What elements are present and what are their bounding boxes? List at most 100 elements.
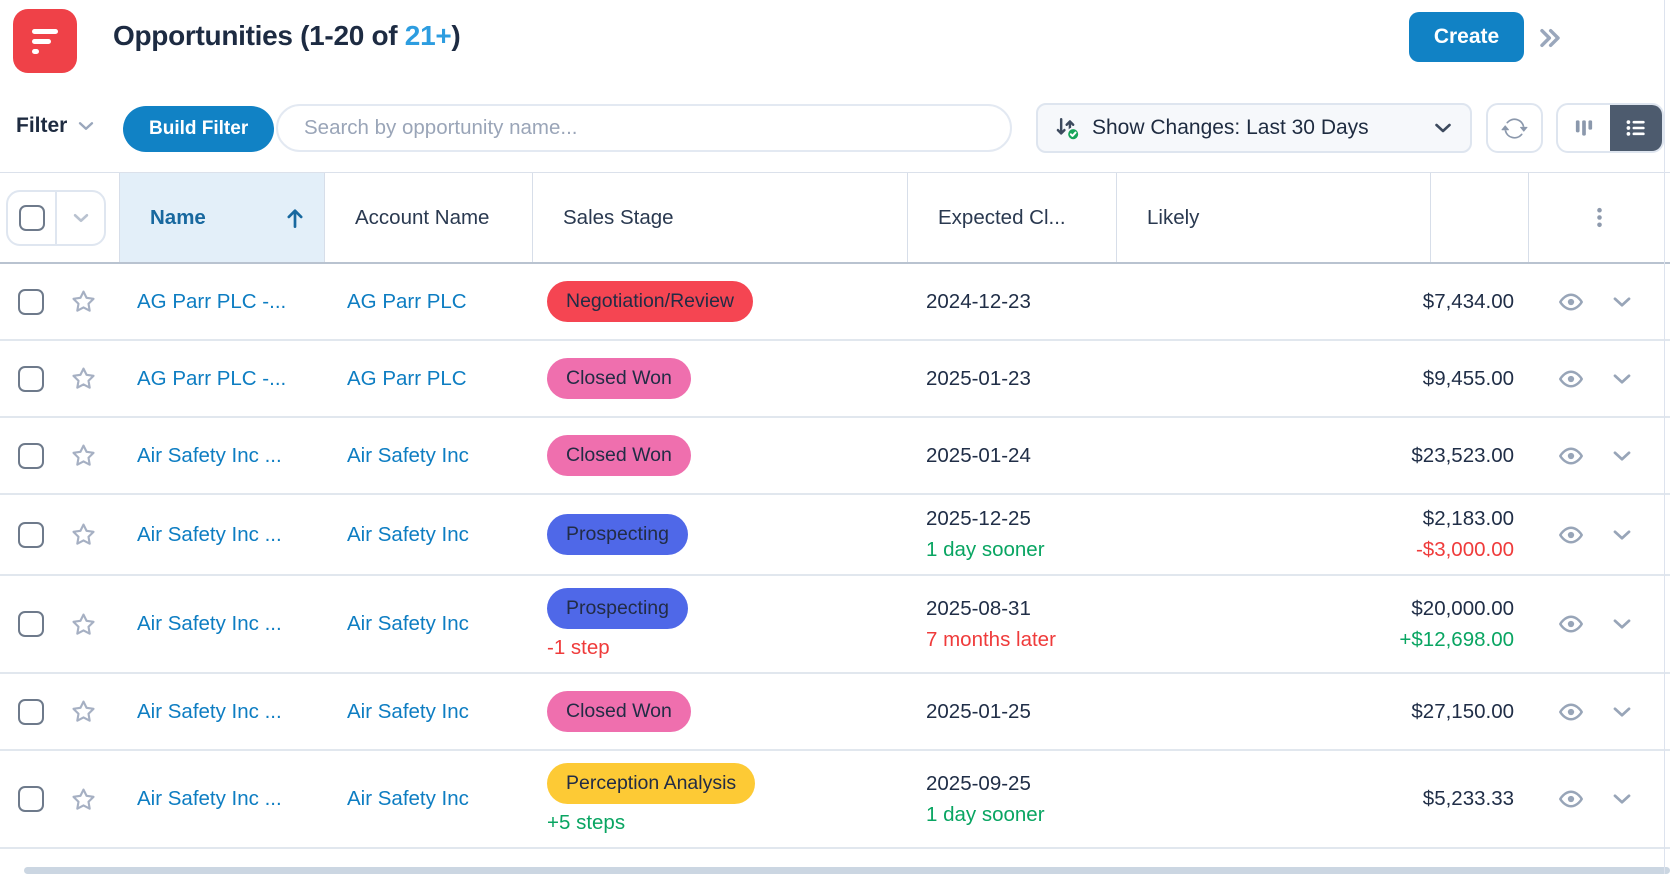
sales-stage-badge: Perception Analysis (547, 763, 756, 804)
table-row: Air Safety Inc ... Air Safety Inc Percep… (0, 751, 1670, 849)
row-checkbox[interactable] (18, 611, 44, 637)
chevron-down-icon[interactable] (1609, 289, 1635, 315)
row-checkbox[interactable] (18, 521, 44, 548)
star-icon[interactable] (70, 698, 97, 725)
filter-dropdown[interactable]: Filter (16, 114, 97, 138)
star-icon[interactable] (70, 521, 97, 548)
eye-icon[interactable] (1557, 442, 1585, 470)
row-checkbox[interactable] (18, 786, 44, 812)
opportunity-link[interactable]: AG Parr PLC -... (137, 289, 287, 313)
table-header-row: Name Account Name Sales Stage Expected C… (0, 172, 1670, 264)
star-icon[interactable] (70, 611, 97, 638)
eye-icon[interactable] (1557, 610, 1585, 638)
chevron-down-icon[interactable] (1609, 786, 1635, 812)
select-all-checkbox-wrap (8, 191, 57, 244)
horizontal-scrollbar[interactable] (24, 867, 1670, 874)
show-changes-dropdown[interactable]: Show Changes: Last 30 Days (1036, 103, 1472, 153)
star-icon[interactable] (70, 365, 97, 392)
column-header-likely[interactable]: Likely (1117, 173, 1431, 262)
star-icon[interactable] (70, 786, 97, 813)
sales-stage-badge: Closed Won (547, 435, 691, 476)
eye-icon[interactable] (1557, 288, 1585, 316)
account-name-cell: Air Safety Inc (325, 787, 533, 811)
kanban-view-button[interactable] (1558, 105, 1610, 151)
view-mode-toggle (1556, 103, 1664, 153)
select-menu-toggle[interactable] (57, 192, 104, 244)
sort-changes-icon (1053, 114, 1081, 142)
account-link[interactable]: Air Safety Inc (347, 699, 469, 723)
column-header-expected-close[interactable]: Expected Cl... (908, 173, 1117, 262)
build-filter-button[interactable]: Build Filter (123, 106, 275, 152)
table-row: Air Safety Inc ... Air Safety Inc Closed… (0, 418, 1670, 495)
account-link[interactable]: Air Safety Inc (347, 443, 469, 467)
likely-amount-cell: $9,455.00 (1117, 367, 1529, 391)
expected-close-date: 2025-12-25 (926, 507, 1031, 530)
account-link[interactable]: Air Safety Inc (347, 612, 469, 635)
eye-icon[interactable] (1557, 698, 1585, 726)
record-range: (1-20 of (292, 20, 405, 51)
table-row: AG Parr PLC -... AG Parr PLC Closed Won … (0, 341, 1670, 418)
eye-icon[interactable] (1557, 785, 1585, 813)
opportunity-link[interactable]: Air Safety Inc ... (137, 612, 282, 635)
column-header-sales-stage[interactable]: Sales Stage (533, 173, 908, 262)
app-logo-filter-icon[interactable] (13, 9, 77, 73)
star-icon[interactable] (70, 442, 97, 469)
date-change: 1 day sooner (926, 802, 1045, 826)
row-checkbox[interactable] (18, 288, 44, 315)
opportunity-link[interactable]: Air Safety Inc ... (137, 443, 282, 467)
expected-close-cell: 2024-12-23 (908, 290, 1117, 314)
row-actions-cell (1529, 785, 1670, 813)
chevron-down-icon[interactable] (1609, 366, 1635, 392)
sales-stage-cell: Negotiation/Review (533, 281, 908, 322)
stage-change: +5 steps (547, 811, 626, 834)
sales-stage-badge: Closed Won (547, 358, 691, 399)
likely-amount-cell: $5,233.33 (1117, 787, 1529, 811)
expected-close-cell: 2025-12-25 1 day sooner (908, 507, 1117, 562)
opportunity-link[interactable]: Air Safety Inc ... (137, 699, 282, 723)
account-link[interactable]: Air Safety Inc (347, 787, 469, 810)
row-checkbox[interactable] (18, 442, 44, 469)
row-checkbox[interactable] (18, 365, 44, 392)
sales-stage-cell: Closed Won (533, 358, 908, 399)
row-select-cell (0, 288, 120, 315)
column-header-name[interactable]: Name (120, 173, 325, 262)
chevron-down-icon[interactable] (1609, 443, 1635, 469)
refresh-button[interactable] (1486, 103, 1543, 153)
chevron-down-icon[interactable] (1609, 611, 1635, 637)
expected-close-date: 2024-12-23 (926, 289, 1031, 313)
account-name-cell: Air Safety Inc (325, 700, 533, 724)
account-link[interactable]: AG Parr PLC (347, 289, 467, 313)
table-body: AG Parr PLC -... AG Parr PLC Negotiation… (0, 264, 1670, 849)
column-settings-menu[interactable] (1529, 173, 1670, 262)
row-checkbox[interactable] (18, 698, 44, 725)
expected-close-cell: 2025-01-25 (908, 700, 1117, 724)
double-chevron-right-icon[interactable] (1534, 22, 1566, 54)
search-input[interactable] (276, 104, 1012, 152)
column-header-account-name[interactable]: Account Name (325, 173, 533, 262)
sales-stage-cell: Prospecting (533, 514, 908, 555)
sales-stage-cell: Perception Analysis +5 steps (533, 763, 908, 835)
sales-stage-cell: Prospecting -1 step (533, 588, 908, 660)
row-select-cell (0, 521, 120, 548)
expected-close-date: 2025-01-23 (926, 366, 1031, 390)
opportunity-name-cell: Air Safety Inc ... (120, 700, 325, 724)
likely-amount: $23,523.00 (1411, 443, 1514, 467)
opportunity-link[interactable]: Air Safety Inc ... (137, 522, 282, 546)
chevron-down-icon[interactable] (1609, 699, 1635, 725)
chevron-down-icon[interactable] (1609, 522, 1635, 548)
opportunity-link[interactable]: AG Parr PLC -... (137, 366, 287, 390)
star-icon[interactable] (70, 288, 97, 315)
account-link[interactable]: AG Parr PLC (347, 366, 467, 390)
date-change: 1 day sooner (926, 538, 1045, 561)
eye-icon[interactable] (1557, 365, 1585, 393)
total-count-link[interactable]: 21+ (404, 20, 452, 51)
amount-change: +$12,698.00 (1399, 627, 1514, 651)
opportunity-link[interactable]: Air Safety Inc ... (137, 787, 282, 810)
select-all-checkbox[interactable] (18, 204, 45, 231)
eye-icon[interactable] (1557, 521, 1585, 549)
list-view-button[interactable] (1610, 105, 1662, 151)
row-actions-cell (1529, 521, 1670, 549)
account-link[interactable]: Air Safety Inc (347, 522, 469, 546)
likely-amount: $27,150.00 (1411, 699, 1514, 723)
create-button[interactable]: Create (1409, 12, 1524, 62)
